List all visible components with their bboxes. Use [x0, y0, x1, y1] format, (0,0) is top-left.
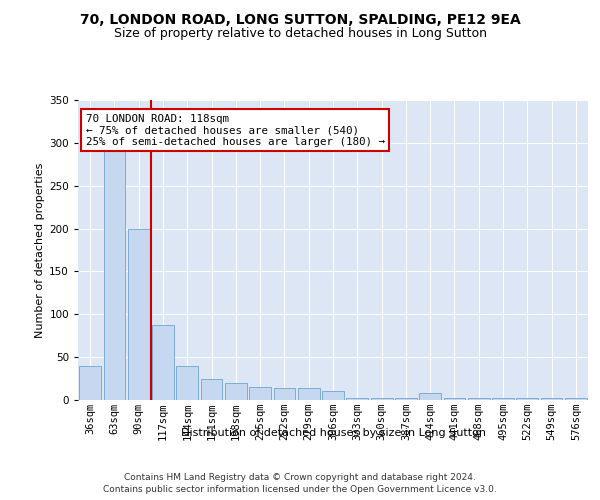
Bar: [443, 398, 466, 400]
Bar: [371, 398, 392, 400]
Bar: [517, 398, 538, 400]
Bar: [249, 387, 271, 400]
Text: Distribution of detached houses by size in Long Sutton: Distribution of detached houses by size …: [181, 428, 485, 438]
Bar: [346, 398, 368, 400]
Text: 70, LONDON ROAD, LONG SUTTON, SPALDING, PE12 9EA: 70, LONDON ROAD, LONG SUTTON, SPALDING, …: [80, 12, 520, 26]
Bar: [565, 398, 587, 400]
Text: 70 LONDON ROAD: 118sqm
← 75% of detached houses are smaller (540)
25% of semi-de: 70 LONDON ROAD: 118sqm ← 75% of detached…: [86, 114, 385, 146]
Bar: [200, 378, 223, 400]
Bar: [152, 324, 174, 400]
Bar: [104, 152, 125, 400]
Y-axis label: Number of detached properties: Number of detached properties: [35, 162, 45, 338]
Bar: [298, 388, 320, 400]
Bar: [492, 398, 514, 400]
Text: Size of property relative to detached houses in Long Sutton: Size of property relative to detached ho…: [113, 28, 487, 40]
Bar: [79, 366, 101, 400]
Bar: [322, 392, 344, 400]
Bar: [128, 228, 149, 400]
Bar: [541, 398, 562, 400]
Text: Contains public sector information licensed under the Open Government Licence v3: Contains public sector information licen…: [103, 485, 497, 494]
Bar: [419, 393, 441, 400]
Text: Contains HM Land Registry data © Crown copyright and database right 2024.: Contains HM Land Registry data © Crown c…: [124, 472, 476, 482]
Bar: [176, 366, 198, 400]
Bar: [225, 383, 247, 400]
Bar: [274, 388, 295, 400]
Bar: [395, 398, 417, 400]
Bar: [468, 398, 490, 400]
